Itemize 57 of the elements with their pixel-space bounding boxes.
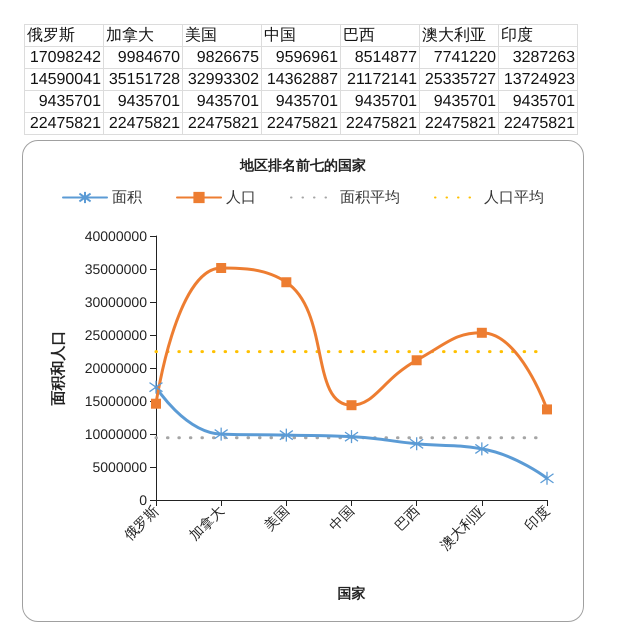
text: 9826675 (182, 46, 262, 68)
text: 9596961 (262, 46, 340, 68)
y-tick-label: 25000000 (84, 327, 148, 343)
legend-label: 面积 (112, 189, 142, 206)
text: 9435701 (262, 90, 340, 112)
text: 13724923 (498, 68, 578, 90)
text: 22475821 (24, 112, 104, 134)
y-tick-label: 35000000 (84, 261, 148, 277)
y-tick-label: 15000000 (84, 393, 148, 409)
text: 22475821 (420, 112, 498, 134)
y-tick-label: 5000000 (92, 459, 148, 475)
category-label: 巴西 (343, 27, 375, 44)
text: 22475821 (104, 112, 182, 134)
text: 7741220 (420, 46, 498, 68)
text: 14590041 (24, 68, 104, 90)
y-tick-label: 30000000 (84, 294, 148, 310)
legend-label: 人口 (226, 189, 256, 206)
x-tick-label: 澳大利亚 (436, 502, 488, 554)
chart-title: 地区排名前七的国家 (239, 157, 366, 173)
text: 21172141 (340, 68, 420, 90)
text: 22475821 (340, 112, 420, 134)
text: 3287263 (498, 46, 578, 68)
text: 35151728 (104, 68, 182, 90)
text: 22475821 (182, 112, 262, 134)
x-tick-label: 印度 (522, 502, 553, 534)
x-tick-label: 美国 (260, 502, 292, 534)
text: 9435701 (498, 90, 578, 112)
category-label: 印度 (501, 27, 533, 44)
legend-label: 面积平均 (340, 189, 400, 206)
text: 9435701 (420, 90, 498, 112)
text: 9435701 (104, 90, 182, 112)
category-label: 美国 (185, 27, 217, 44)
y-tick-label: 10000000 (84, 426, 148, 442)
text: 9435701 (340, 90, 420, 112)
y-tick-label: 20000000 (84, 360, 148, 376)
y-tick-label: 40000000 (84, 228, 148, 244)
y-axis-title: 面积和人口 (50, 330, 67, 406)
text: 9435701 (24, 90, 104, 112)
category-label: 加拿大 (106, 27, 154, 44)
text: 8514877 (340, 46, 420, 68)
text: 32993302 (182, 68, 262, 90)
category-label: 澳大利亚 (422, 27, 486, 44)
text: 9984670 (104, 46, 182, 68)
y-tick-label: 0 (139, 492, 148, 508)
text: 17098242 (24, 46, 104, 68)
text: 14362887 (262, 68, 340, 90)
x-axis-title: 国家 (338, 585, 366, 601)
text: 22475821 (498, 112, 578, 134)
text: 25335727 (420, 68, 498, 90)
category-label: 俄罗斯 (27, 27, 75, 44)
legend-label: 人口平均 (484, 189, 544, 206)
x-tick-label: 中国 (326, 502, 358, 534)
text: 22475821 (262, 112, 340, 134)
text: 9435701 (182, 90, 262, 112)
category-label: 中国 (264, 27, 296, 44)
x-tick-label: 巴西 (391, 502, 422, 534)
x-tick-label: 加拿大 (186, 502, 227, 544)
